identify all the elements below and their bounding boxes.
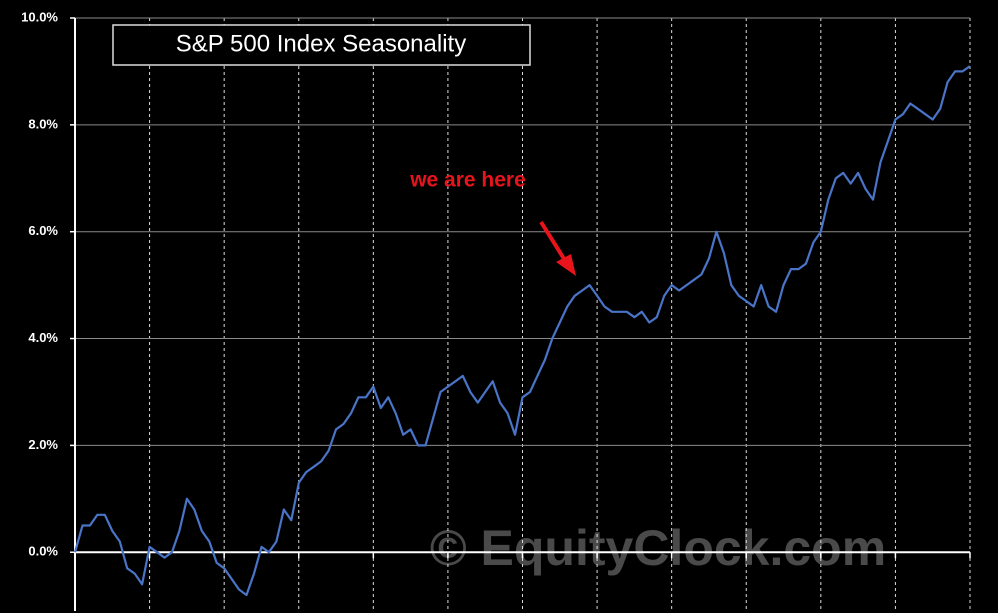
chart-title: S&P 500 Index Seasonality xyxy=(176,30,466,57)
y-tick-label: 6.0% xyxy=(28,223,58,238)
series-line xyxy=(73,65,971,597)
annotation-arrow xyxy=(539,220,568,264)
annotation-arrowhead xyxy=(556,254,576,276)
watermark: © EquityClock.com xyxy=(430,520,886,576)
grid xyxy=(75,17,971,611)
y-tick-label: 2.0% xyxy=(28,437,58,452)
title-box xyxy=(112,24,531,66)
annotation: we are here xyxy=(409,169,526,192)
y-tick-label: 0.0% xyxy=(28,544,58,559)
y-tick-label: 4.0% xyxy=(28,330,58,345)
y-tick-label: 8.0% xyxy=(28,116,58,131)
y-tick-label: 10.0% xyxy=(21,9,58,24)
